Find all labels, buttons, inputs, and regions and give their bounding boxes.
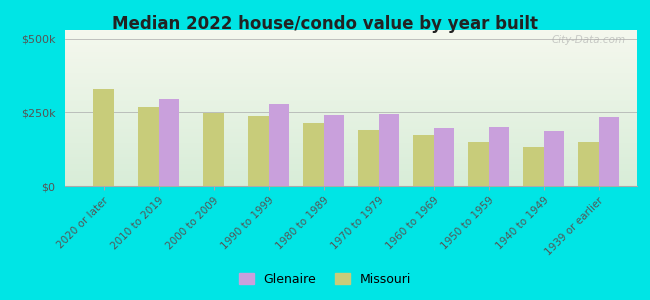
Bar xyxy=(489,127,510,186)
Bar xyxy=(378,114,399,186)
Bar xyxy=(203,113,224,186)
Bar xyxy=(543,131,564,186)
Text: Median 2022 house/condo value by year built: Median 2022 house/condo value by year bu… xyxy=(112,15,538,33)
Bar xyxy=(324,115,344,186)
Bar xyxy=(268,103,289,186)
Legend: Glenaire, Missouri: Glenaire, Missouri xyxy=(233,268,417,291)
Bar xyxy=(138,106,159,186)
Bar xyxy=(358,130,378,186)
Text: City-Data.com: City-Data.com xyxy=(551,35,625,45)
Bar xyxy=(93,89,114,186)
Bar xyxy=(303,123,324,186)
Bar xyxy=(248,116,268,186)
Bar xyxy=(523,147,543,186)
Bar xyxy=(599,117,619,186)
Bar xyxy=(578,142,599,186)
Bar xyxy=(413,135,434,186)
Bar xyxy=(467,142,489,186)
Bar xyxy=(434,128,454,186)
Bar xyxy=(159,99,179,186)
